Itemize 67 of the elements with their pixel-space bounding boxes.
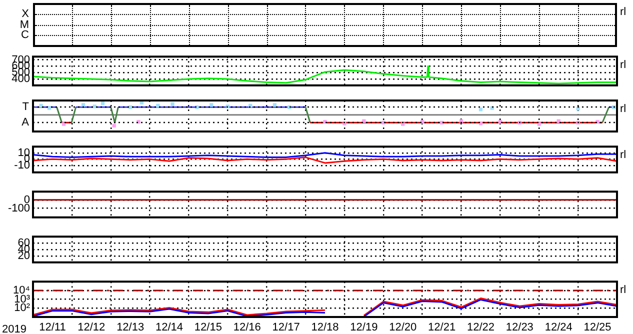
point	[478, 122, 483, 126]
x-tick-label: 12/18	[311, 322, 339, 334]
point	[47, 106, 52, 110]
text: rl	[620, 59, 626, 72]
point	[478, 108, 483, 112]
x-tick-label: 12/19	[350, 322, 378, 334]
point	[576, 120, 580, 124]
y-tick-label: -100	[8, 202, 30, 214]
point	[136, 120, 140, 124]
point	[248, 104, 252, 108]
point	[612, 105, 616, 109]
x-tick-label: 12/21	[428, 322, 456, 334]
point	[195, 105, 199, 109]
point	[518, 120, 522, 124]
point	[420, 120, 424, 124]
point	[112, 124, 116, 128]
text: C	[21, 29, 29, 42]
point	[272, 103, 277, 107]
x-tick-label: 12/20	[389, 322, 417, 334]
point	[498, 120, 502, 124]
text: A	[22, 116, 30, 129]
point	[156, 104, 160, 108]
x-tick-label: 12/23	[506, 322, 534, 334]
x-tick-label: 12/14	[156, 322, 184, 334]
text: rl	[620, 149, 626, 162]
point	[342, 122, 346, 126]
point	[288, 105, 292, 109]
x-tick-label: 12/22	[466, 322, 494, 334]
x-tick-label: 12/16	[233, 322, 261, 334]
x-tick-label: 12/24	[544, 322, 572, 334]
text: rl	[620, 6, 626, 18]
point	[576, 106, 580, 111]
point	[39, 104, 43, 108]
x-tick-label: 12/17	[272, 322, 300, 334]
point	[490, 106, 494, 110]
x-tick-label: 12/13	[116, 322, 144, 334]
point	[226, 104, 230, 108]
point	[596, 120, 600, 124]
x-tick-label: 12/25	[584, 322, 612, 334]
point	[92, 104, 96, 108]
text: rl	[620, 103, 626, 116]
y-tick-label: 400	[12, 73, 30, 86]
x-tick-label: 12/12	[78, 322, 106, 334]
y-tick-label: 20	[18, 250, 30, 262]
text: X	[22, 8, 29, 20]
point	[170, 102, 174, 106]
point	[81, 103, 86, 107]
point	[128, 105, 132, 109]
point	[382, 120, 386, 124]
x-axis-title: 2019	[2, 324, 26, 334]
point	[210, 103, 214, 107]
point	[323, 120, 327, 124]
point	[459, 119, 464, 123]
text: rl	[620, 284, 626, 296]
x-tick-label: 12/11	[39, 322, 66, 334]
point	[401, 122, 405, 126]
point	[62, 122, 66, 126]
point	[362, 119, 366, 123]
point	[440, 120, 444, 124]
y-tick-label: 10²	[14, 302, 30, 314]
point	[537, 122, 541, 126]
y-tick-label: -10	[14, 160, 30, 172]
point	[100, 102, 105, 106]
point	[556, 119, 560, 123]
text: T	[22, 101, 30, 114]
text: M	[20, 18, 29, 31]
x-tick-label: 12/15	[194, 322, 222, 334]
